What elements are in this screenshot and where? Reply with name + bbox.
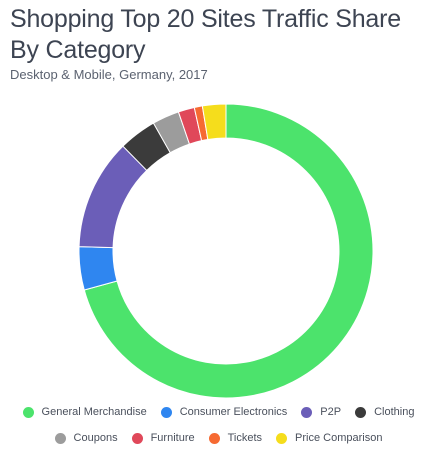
- legend-item-furniture[interactable]: Furniture: [131, 432, 195, 444]
- legend-item-tickets[interactable]: Tickets: [208, 432, 263, 444]
- legend-label: General Merchandise: [41, 406, 147, 418]
- legend-label: Consumer Electronics: [179, 406, 288, 418]
- legend-label: P2P: [320, 406, 342, 418]
- chart-subtitle: Desktop & Mobile, Germany, 2017: [10, 67, 208, 82]
- legend-label: Furniture: [150, 432, 195, 444]
- legend-item-general-merchandise[interactable]: General Merchandise: [22, 406, 147, 418]
- legend-swatch: [54, 432, 66, 444]
- legend-swatch: [208, 432, 220, 444]
- legend-swatch: [131, 432, 143, 444]
- slice-price-comparison[interactable]: [201, 103, 227, 141]
- legend-swatch: [276, 432, 288, 444]
- legend-label: Coupons: [73, 432, 118, 444]
- legend-label: Tickets: [227, 432, 263, 444]
- legend-item-price-comparison[interactable]: Price Comparison: [276, 432, 382, 444]
- legend-row: Coupons Furniture Tickets Price Comparis…: [0, 430, 437, 446]
- legend-row: General Merchandise Consumer Electronics…: [0, 404, 437, 420]
- legend-item-clothing[interactable]: Clothing: [355, 406, 414, 418]
- chart-title: Shopping Top 20 Sites Traffic Share By C…: [10, 5, 401, 64]
- donut-chart: [78, 103, 374, 399]
- legend-swatch: [22, 406, 34, 418]
- legend-swatch: [301, 406, 313, 418]
- legend-item-consumer-electronics[interactable]: Consumer Electronics: [160, 406, 288, 418]
- legend-label: Clothing: [374, 406, 415, 418]
- legend-item-p2p[interactable]: P2P: [301, 406, 341, 418]
- slice-general-merchandise[interactable]: [83, 103, 374, 399]
- legend: General Merchandise Consumer Electronics…: [0, 404, 437, 456]
- legend-swatch: [355, 406, 367, 418]
- legend-label: Price Comparison: [295, 432, 383, 444]
- legend-item-coupons[interactable]: Coupons: [54, 432, 118, 444]
- slice-p2p[interactable]: [78, 145, 148, 249]
- legend-swatch: [160, 406, 172, 418]
